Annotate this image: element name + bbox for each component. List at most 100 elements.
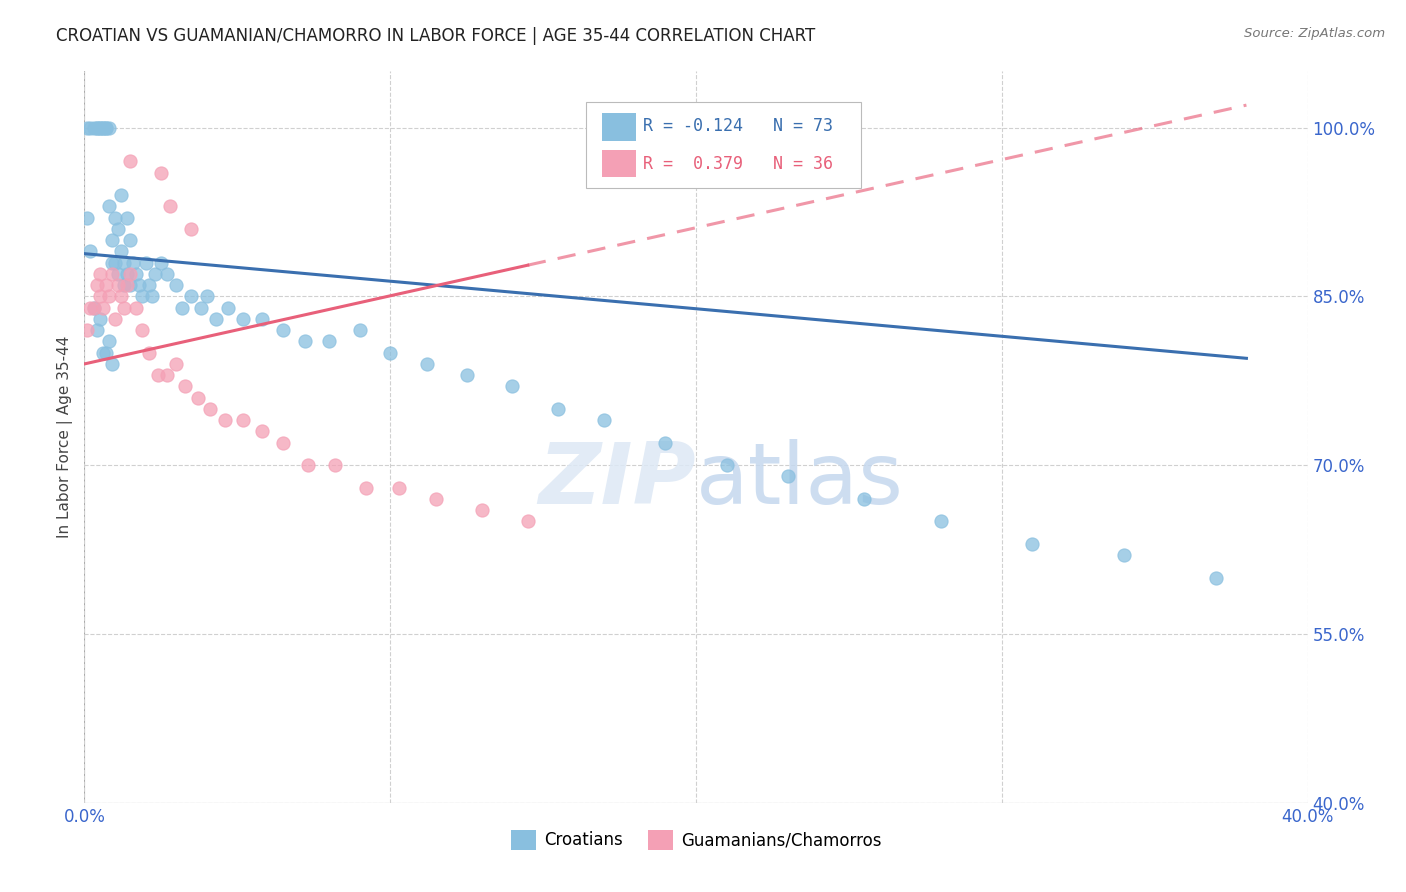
Point <box>250 312 273 326</box>
Point <box>349 323 371 337</box>
Point <box>120 233 142 247</box>
Point <box>156 368 179 383</box>
Point <box>172 301 194 315</box>
Point <box>86 120 108 135</box>
Point <box>89 267 111 281</box>
Point <box>110 244 132 259</box>
Point <box>776 469 799 483</box>
Point <box>516 515 538 529</box>
Point <box>131 289 153 303</box>
Point <box>125 301 148 315</box>
Text: atlas: atlas <box>696 440 904 523</box>
Point <box>107 267 129 281</box>
Point <box>91 120 114 135</box>
Point <box>120 154 142 169</box>
Point <box>135 255 157 269</box>
Point <box>89 289 111 303</box>
Point <box>112 301 135 315</box>
Text: ZIP: ZIP <box>538 440 696 523</box>
Point <box>716 458 738 473</box>
Point <box>94 345 117 359</box>
Point <box>91 120 114 135</box>
Point <box>107 222 129 236</box>
Point <box>654 435 676 450</box>
Point <box>97 199 120 213</box>
Point <box>76 120 98 135</box>
Point <box>149 255 172 269</box>
Point <box>122 255 145 269</box>
Point <box>86 120 108 135</box>
Point <box>593 413 616 427</box>
Point <box>853 491 876 506</box>
Point <box>83 301 105 315</box>
Point <box>425 491 447 506</box>
Point <box>156 267 179 281</box>
Point <box>929 515 952 529</box>
Point <box>159 199 181 213</box>
FancyBboxPatch shape <box>602 113 636 141</box>
Point <box>86 323 108 337</box>
Point <box>1021 537 1043 551</box>
Point <box>143 267 166 281</box>
Point <box>190 301 212 315</box>
FancyBboxPatch shape <box>602 150 636 178</box>
Point <box>83 120 105 135</box>
Point <box>294 334 316 349</box>
Point <box>94 120 117 135</box>
Point <box>125 267 148 281</box>
Point <box>89 312 111 326</box>
Point <box>205 312 228 326</box>
Point <box>94 120 117 135</box>
Point <box>101 255 124 269</box>
Point <box>380 345 402 359</box>
Point <box>1205 571 1227 585</box>
Point <box>101 267 124 281</box>
Point <box>232 312 254 326</box>
Point <box>141 289 163 303</box>
Point <box>146 368 169 383</box>
Point <box>138 278 160 293</box>
Point <box>388 481 411 495</box>
Point <box>250 425 273 439</box>
Point <box>318 334 340 349</box>
Point <box>214 413 236 427</box>
Point <box>149 166 172 180</box>
Point <box>271 323 294 337</box>
Point <box>195 289 218 303</box>
Point <box>165 278 187 293</box>
Point <box>79 120 101 135</box>
Point <box>271 435 294 450</box>
FancyBboxPatch shape <box>586 102 860 188</box>
Point <box>115 278 138 293</box>
Point <box>104 255 127 269</box>
Point <box>131 323 153 337</box>
Point <box>76 211 98 225</box>
Y-axis label: In Labor Force | Age 35-44: In Labor Force | Age 35-44 <box>58 336 73 538</box>
Point <box>89 120 111 135</box>
Point <box>217 301 239 315</box>
Point <box>547 401 569 416</box>
Point <box>456 368 478 383</box>
Point <box>354 481 377 495</box>
Point <box>107 278 129 293</box>
Point <box>115 267 138 281</box>
Point <box>165 357 187 371</box>
Point <box>502 379 524 393</box>
Point <box>97 120 120 135</box>
Point <box>104 211 127 225</box>
Text: CROATIAN VS GUAMANIAN/CHAMORRO IN LABOR FORCE | AGE 35-44 CORRELATION CHART: CROATIAN VS GUAMANIAN/CHAMORRO IN LABOR … <box>56 27 815 45</box>
Text: R =  0.379   N = 36: R = 0.379 N = 36 <box>644 155 834 173</box>
Point <box>115 211 138 225</box>
Point <box>186 391 208 405</box>
Point <box>323 458 346 473</box>
Point <box>1114 548 1136 562</box>
Point <box>297 458 319 473</box>
Point <box>110 289 132 303</box>
Point <box>180 222 202 236</box>
Point <box>112 278 135 293</box>
Point <box>180 289 202 303</box>
Point <box>232 413 254 427</box>
Point <box>91 345 114 359</box>
Point <box>79 244 101 259</box>
Point <box>86 278 108 293</box>
